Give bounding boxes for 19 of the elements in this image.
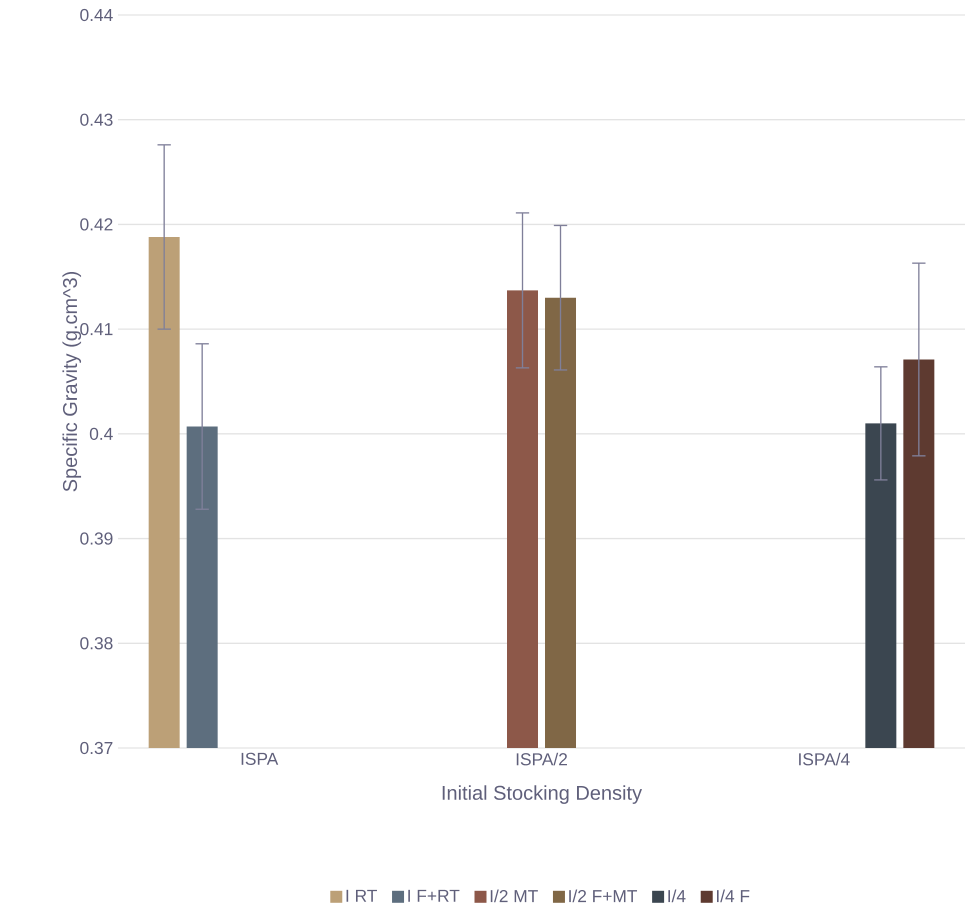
- y-tick-label: 0.41: [80, 322, 112, 336]
- y-tick-label: 0.44: [80, 8, 113, 21]
- y-tick-label: 0.37: [80, 742, 112, 754]
- y-tick-label: 0.43: [80, 113, 113, 126]
- y-tick-label: 0.42: [80, 218, 112, 230]
- y-axis-title: Specific Gravity (g.cm^3): [62, 272, 82, 492]
- legend-label: I/4 F: [716, 889, 750, 902]
- legend-label: I F+RT: [408, 890, 460, 902]
- y-tick-label: 0.4: [90, 428, 113, 440]
- legend-label: I/2 F+MT: [569, 889, 638, 902]
- legend-label: I/2 MT: [490, 889, 538, 902]
- x-tick-label: ISPA/2: [516, 752, 567, 766]
- legend-label: I RT: [346, 890, 377, 902]
- x-axis-title: Initial Stocking Density: [442, 785, 642, 804]
- legend-label: I/4: [668, 889, 686, 902]
- x-tick-label: ISPA/4: [799, 752, 850, 766]
- x-tick-label: ISPA: [242, 752, 278, 765]
- y-tick-label: 0.38: [80, 636, 113, 650]
- y-tick-label: 0.39: [80, 532, 112, 544]
